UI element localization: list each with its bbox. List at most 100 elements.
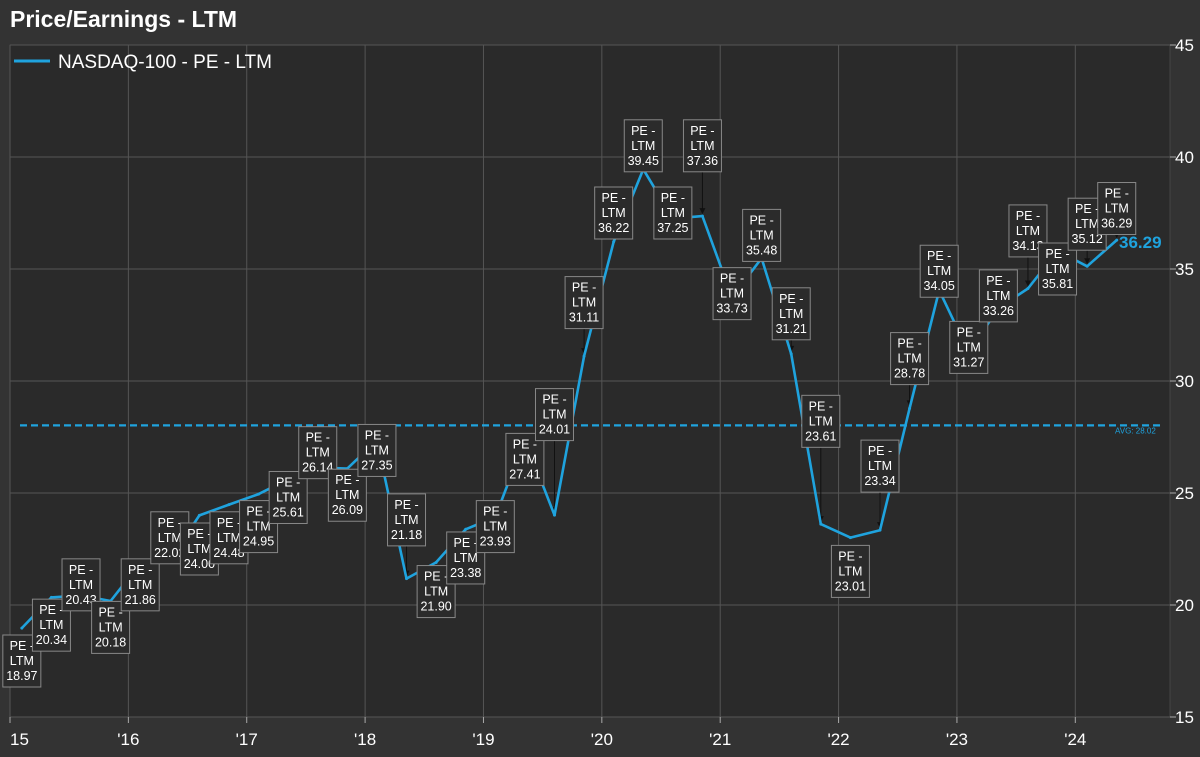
data-label-value: 23.38 [450,566,481,580]
data-point [908,406,912,410]
data-label-mid: LTM [335,488,359,502]
data-point [1026,286,1030,290]
data-label-value: 33.26 [983,304,1014,318]
data-label-value: 35.48 [746,243,777,257]
data-label-prefix: PE - [809,399,833,413]
data-label-box [564,276,604,330]
data-label-prefix: PE - [986,274,1010,288]
y-tick-label: 25 [1175,484,1194,503]
data-label-prefix: PE - [128,563,152,577]
data-label-value: 28.78 [894,367,925,381]
data-point [789,352,793,356]
data-label-box [505,432,545,486]
data-label-prefix: PE - [424,570,448,584]
data-label-value: 24.01 [539,423,570,437]
label-leader-arrow [1084,258,1091,265]
data-label-mid: LTM [247,520,271,534]
data-label-prefix: PE - [661,191,685,205]
data-label-value: 20.18 [95,635,126,649]
y-tick-label: 35 [1175,260,1194,279]
data-point [49,595,53,599]
data-label-value: 36.29 [1101,217,1132,231]
data-label-box [978,269,1018,323]
data-label-mid: LTM [986,289,1010,303]
data-label-mid: LTM [868,459,892,473]
data-label-mid: LTM [779,307,803,321]
data-label-value: 23.61 [805,429,836,443]
data-label-mid: LTM [69,578,93,592]
label-leader-arrow [1024,280,1031,287]
data-point [464,527,468,531]
chart-title: Price/Earnings - LTM [10,6,238,32]
data-label-prefix: PE - [957,325,981,339]
average-label: AVG: 28.02 [1115,426,1156,435]
x-tick-label: 15 [10,730,29,749]
data-point [405,577,409,581]
data-label-value: 34.13 [1012,239,1043,253]
data-label-box [1097,182,1137,236]
data-point [257,492,261,496]
data-label-prefix: PE - [394,498,418,512]
y-axis: 15 20 25 30 35 40 45 [1170,36,1194,727]
data-point [582,354,586,358]
data-point [197,513,201,517]
data-label-mid: LTM [809,414,833,428]
data-label-box [919,244,959,298]
data-label-value: 27.41 [509,467,540,481]
data-point [612,240,616,244]
y-tick-label: 40 [1175,148,1194,167]
data-label-mid: LTM [927,264,951,278]
x-tick-label: '17 [236,730,258,749]
data-label-mid: LTM [631,139,655,153]
data-label-mid: LTM [1105,202,1129,216]
data-label-prefix: PE - [39,603,63,617]
data-label-prefix: PE - [217,516,241,530]
data-point [434,560,438,564]
data-label-mid: LTM [957,340,981,354]
x-tick-label: '24 [1064,730,1086,749]
data-label-value: 31.11 [569,311,599,325]
data-point [227,503,231,507]
data-label-value: 23.34 [864,474,895,488]
data-label-box [830,544,870,598]
data-label-mid: LTM [158,531,182,545]
data-label-prefix: PE - [306,431,330,445]
x-tick-label: '19 [472,730,494,749]
data-label-box [387,493,427,547]
x-axis: 15 '16 '17 '18 '19 '20 '21 '22 '23 '24 [9,717,1086,749]
data-point [1085,264,1089,268]
data-label-box [949,320,989,374]
data-label-mid: LTM [99,620,123,634]
data-point [819,522,823,526]
data-label-value: 27.35 [361,458,392,472]
data-label-prefix: PE - [868,444,892,458]
data-point [878,528,882,532]
data-label-value: 22.02 [154,546,185,560]
data-label-box [742,208,782,262]
data-label-value: 24.48 [213,546,244,560]
data-label-prefix: PE - [365,428,389,442]
data-label-box [357,423,397,477]
label-leader-arrow [699,208,706,215]
data-label-box [475,500,515,554]
data-label-prefix: PE - [720,272,744,286]
x-tick-label: '22 [827,730,849,749]
